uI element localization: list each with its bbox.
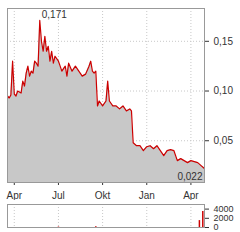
svg-text:Okt: Okt	[95, 190, 111, 200]
svg-text:Apr: Apr	[183, 190, 199, 200]
svg-text:0: 0	[214, 222, 219, 232]
svg-text:0,15: 0,15	[214, 36, 234, 47]
svg-text:Jul: Jul	[52, 190, 65, 200]
svg-text:0,10: 0,10	[214, 85, 234, 96]
svg-text:Jan: Jan	[139, 190, 155, 200]
svg-text:4000: 4000	[214, 204, 234, 214]
svg-text:2000: 2000	[214, 213, 234, 223]
svg-text:Apr: Apr	[7, 190, 23, 200]
svg-text:0,171: 0,171	[42, 9, 67, 20]
svg-text:0,05: 0,05	[214, 135, 234, 146]
svg-text:0,022: 0,022	[177, 171, 202, 182]
